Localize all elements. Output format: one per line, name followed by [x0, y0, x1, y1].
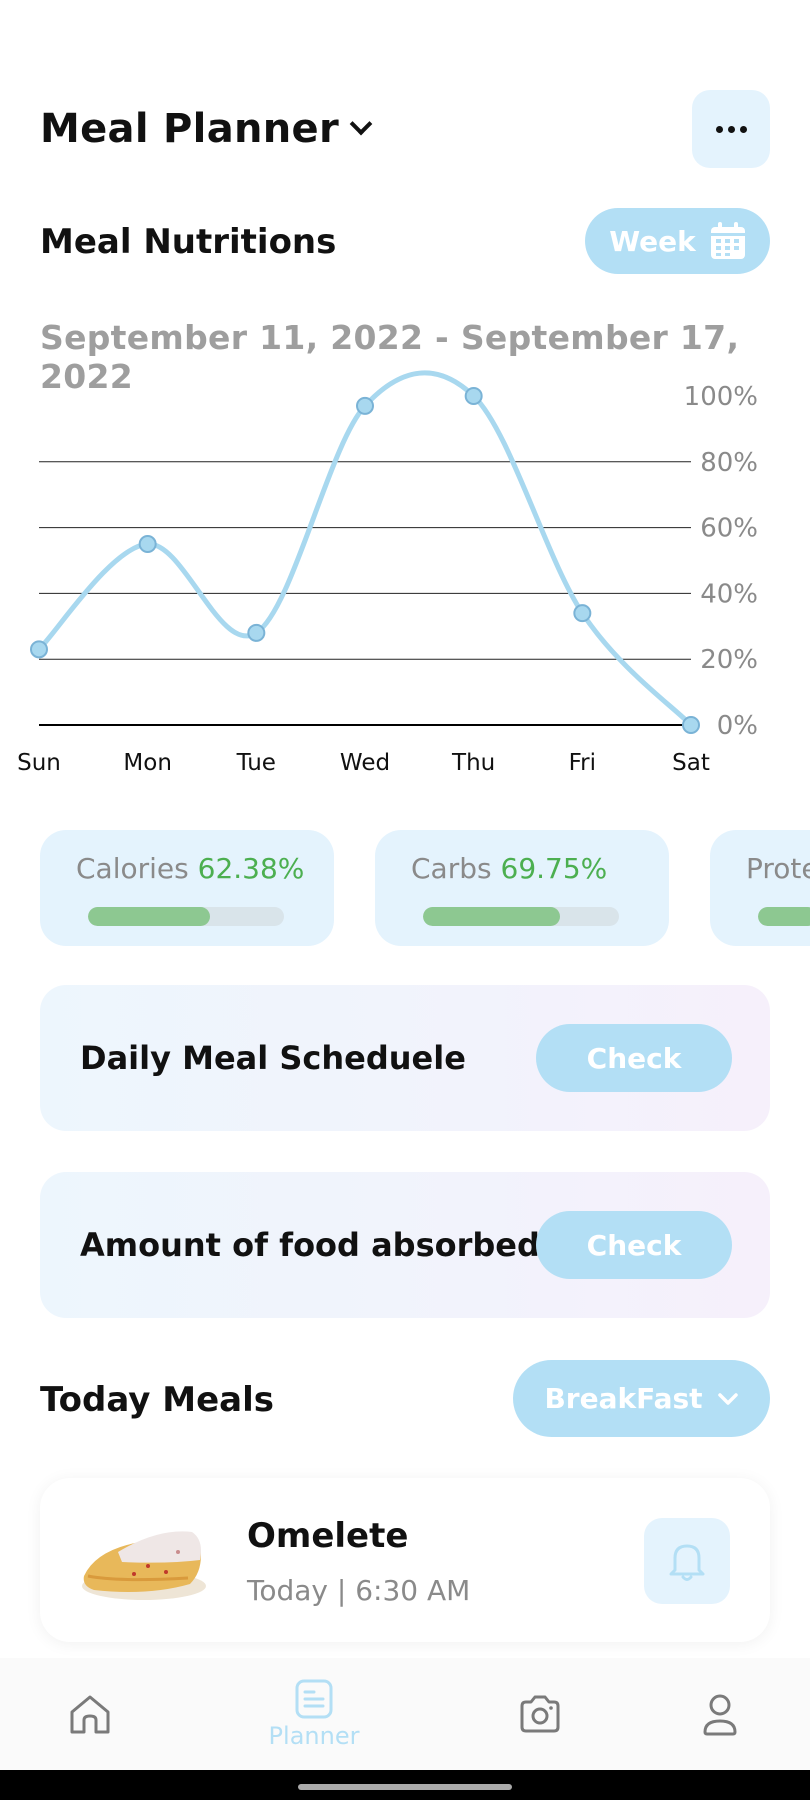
week-selector-button[interactable]: Week [585, 208, 770, 274]
camera-icon [520, 1695, 560, 1733]
y-tick-label: 20% [700, 645, 758, 675]
nutrient-stats-scroller[interactable]: Calories 62.38% Carbs 69.75% Prote [40, 830, 810, 946]
nav-profile[interactable] [660, 1658, 780, 1770]
date-range: September 11, 2022 - September 17, 2022 [40, 318, 740, 396]
week-label: Week [609, 224, 696, 258]
food-absorbed-card: Amount of food absorbed Check [40, 1172, 770, 1318]
page-title: Meal Planner [40, 106, 339, 152]
check-absorbed-button[interactable]: Check [536, 1211, 732, 1279]
calendar-icon [710, 222, 745, 259]
progress-fill [758, 907, 810, 926]
omelette-image [82, 1531, 206, 1600]
action-label: Amount of food absorbed [80, 1226, 540, 1264]
x-tick-label: Sun [17, 750, 61, 776]
stat-label: Carbs [411, 852, 492, 885]
stat-percent: 69.75% [500, 852, 608, 885]
bottom-navigation: Planner [0, 1658, 810, 1770]
chevron-down-icon [717, 1392, 738, 1405]
system-navigation-bar [0, 1770, 810, 1800]
today-meals-title: Today Meals [40, 1380, 274, 1420]
reminder-button[interactable] [644, 1518, 730, 1604]
nav-planner-label: Planner [268, 1722, 360, 1750]
meal-card[interactable]: Omelete Today | 6:30 AM [40, 1478, 770, 1642]
data-point [573, 604, 592, 623]
stat-card-calories[interactable]: Calories 62.38% [40, 830, 334, 946]
data-point [356, 396, 374, 415]
progress-bar [423, 907, 619, 926]
daily-schedule-card: Daily Meal Scheduele Check [40, 985, 770, 1131]
nutritions-title: Meal Nutritions [40, 222, 337, 262]
planner-icon [295, 1679, 333, 1719]
data-point [464, 387, 483, 405]
data-point [247, 623, 266, 642]
app-header: Meal Planner [40, 90, 770, 168]
y-tick-label: 100% [684, 382, 758, 412]
y-tick-label: 0% [717, 711, 758, 741]
data-point [138, 535, 157, 554]
stat-card-protein[interactable]: Prote [710, 830, 810, 946]
progress-fill [88, 907, 211, 926]
progress-bar [758, 907, 810, 926]
meal-type-label: BreakFast [544, 1382, 703, 1415]
more-dots-icon [715, 125, 723, 133]
action-label: Daily Meal Scheduele [80, 1039, 466, 1077]
progress-bar [88, 907, 284, 926]
chevron-down-icon [349, 112, 373, 136]
nav-planner[interactable]: Planner [254, 1658, 374, 1770]
more-options-button[interactable] [692, 90, 770, 168]
x-tick-label: Mon [123, 750, 172, 776]
data-point [30, 640, 48, 659]
home-indicator[interactable] [298, 1784, 512, 1790]
stat-label: Prote [746, 852, 810, 885]
x-tick-label: Wed [340, 750, 390, 776]
nutrition-line-chart: 0% 20% 40% 60% 80% 100% Sun Mon Tue Wed Thu Fri Sat [17, 370, 758, 776]
data-point [682, 716, 700, 734]
x-tick-label: Sat [672, 750, 710, 776]
x-tick-label: Fri [569, 750, 596, 776]
x-tick-label: Thu [451, 750, 495, 776]
y-tick-label: 80% [700, 448, 758, 478]
planner-dropdown[interactable]: Meal Planner [40, 106, 373, 152]
profile-icon [703, 1694, 737, 1736]
y-tick-label: 40% [700, 579, 758, 609]
stat-percent: 62.38% [197, 852, 305, 885]
nav-home[interactable] [30, 1658, 150, 1770]
x-tick-label: Tue [236, 750, 276, 776]
meal-type-dropdown[interactable]: BreakFast [513, 1360, 770, 1437]
series-line [36, 370, 694, 728]
stat-card-carbs[interactable]: Carbs 69.75% [375, 830, 669, 946]
y-tick-label: 60% [700, 514, 758, 544]
meal-time: Today | 6:30 AM [247, 1574, 471, 1607]
bell-icon [669, 1544, 705, 1581]
stat-label: Calories [76, 852, 189, 885]
meal-name: Omelete [247, 1516, 409, 1556]
progress-fill [423, 907, 560, 926]
check-schedule-button[interactable]: Check [536, 1024, 732, 1092]
nav-camera[interactable] [480, 1658, 600, 1770]
home-icon [70, 1695, 110, 1734]
